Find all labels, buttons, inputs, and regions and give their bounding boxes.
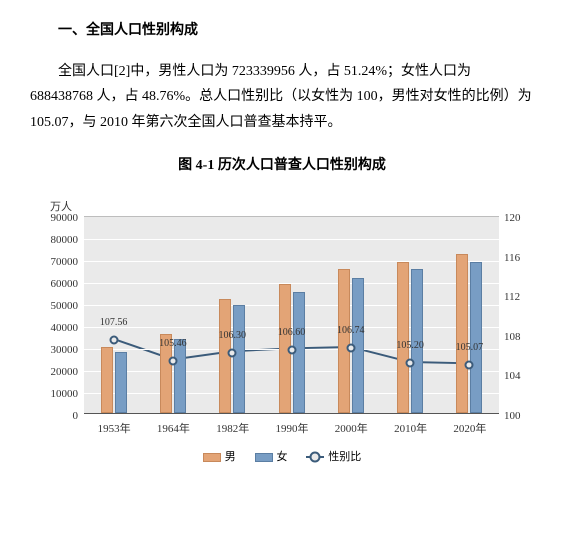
y-left-tick: 40000 bbox=[30, 319, 78, 339]
y-left-tick: 20000 bbox=[30, 363, 78, 383]
line-point-label: 107.56 bbox=[100, 314, 128, 332]
y-right-tick: 116 bbox=[504, 249, 534, 269]
swatch-line-icon bbox=[306, 456, 324, 458]
line-point bbox=[287, 345, 296, 354]
line-point-label: 106.60 bbox=[278, 324, 306, 342]
y-right-tick: 112 bbox=[504, 288, 534, 308]
y-left-tick: 0 bbox=[30, 407, 78, 427]
line-point-label: 106.30 bbox=[218, 327, 246, 345]
legend-female: 女 bbox=[255, 448, 288, 468]
bar-female bbox=[233, 305, 245, 413]
legend-male: 男 bbox=[203, 448, 236, 468]
legend: 男 女 性别比 bbox=[30, 448, 534, 468]
y-right-tick: 100 bbox=[504, 407, 534, 427]
bar-male bbox=[338, 269, 350, 413]
x-axis-label: 1964年 bbox=[146, 420, 201, 440]
line-point-label: 105.20 bbox=[396, 337, 424, 355]
y-left-tick: 10000 bbox=[30, 385, 78, 405]
y-right-tick: 104 bbox=[504, 367, 534, 387]
y-right-tick: 120 bbox=[504, 209, 534, 229]
y-left-tick: 30000 bbox=[30, 341, 78, 361]
y-left-tick: 70000 bbox=[30, 253, 78, 273]
y-right-tick: 108 bbox=[504, 328, 534, 348]
x-axis-label: 1990年 bbox=[265, 420, 320, 440]
line-point-label: 105.07 bbox=[456, 339, 484, 357]
section-title: 一、全国人口性别构成 bbox=[58, 18, 534, 43]
legend-ratio-label: 性别比 bbox=[328, 451, 361, 463]
chart: 万人 107.56105.46106.30106.60106.74105.201… bbox=[30, 198, 534, 478]
bar-female bbox=[115, 352, 127, 413]
x-axis-label: 2010年 bbox=[383, 420, 438, 440]
chart-title: 图 4-1 历次人口普查人口性别构成 bbox=[30, 153, 534, 178]
bar-male bbox=[101, 347, 113, 413]
body-text: 全国人口[2]中，男性人口为 723339956 人，占 51.24%；女性人口… bbox=[30, 59, 534, 135]
chart-plot-area: 107.56 105.46 106.30 106.60 106.74 105.20 105.… bbox=[84, 216, 499, 414]
bar-female bbox=[470, 262, 482, 413]
x-axis-label: 1953年 bbox=[87, 420, 142, 440]
line-point bbox=[346, 344, 355, 353]
line-point bbox=[109, 336, 118, 345]
legend-ratio: 性别比 bbox=[306, 448, 361, 468]
line-point bbox=[168, 356, 177, 365]
line-point bbox=[406, 359, 415, 368]
swatch-male-icon bbox=[203, 453, 221, 462]
line-point bbox=[228, 348, 237, 357]
x-axis-label: 1982年 bbox=[205, 420, 260, 440]
x-axis-label: 2000年 bbox=[324, 420, 379, 440]
x-axis-label: 2020年 bbox=[442, 420, 497, 440]
legend-female-label: 女 bbox=[277, 451, 288, 463]
swatch-female-icon bbox=[255, 453, 273, 462]
y-left-tick: 50000 bbox=[30, 297, 78, 317]
y-left-tick: 80000 bbox=[30, 231, 78, 251]
legend-male-label: 男 bbox=[225, 451, 236, 463]
y-left-tick: 60000 bbox=[30, 275, 78, 295]
bar-male bbox=[456, 254, 468, 413]
line-point-label: 106.74 bbox=[337, 322, 365, 340]
line-point-label: 105.46 bbox=[159, 335, 187, 353]
y-left-tick: 90000 bbox=[30, 209, 78, 229]
line-svg bbox=[84, 217, 499, 413]
line-point bbox=[465, 360, 474, 369]
